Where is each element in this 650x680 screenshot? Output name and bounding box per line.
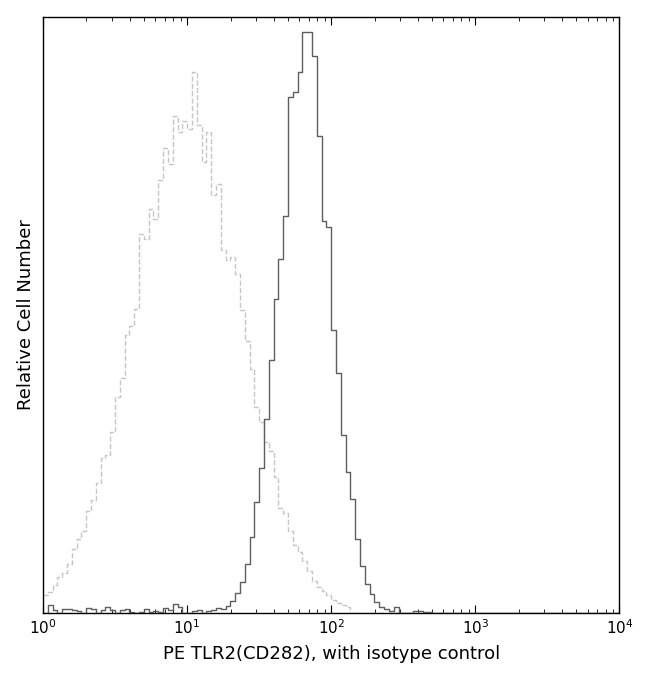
X-axis label: PE TLR2(CD282), with isotype control: PE TLR2(CD282), with isotype control xyxy=(162,645,500,663)
Y-axis label: Relative Cell Number: Relative Cell Number xyxy=(17,220,34,411)
